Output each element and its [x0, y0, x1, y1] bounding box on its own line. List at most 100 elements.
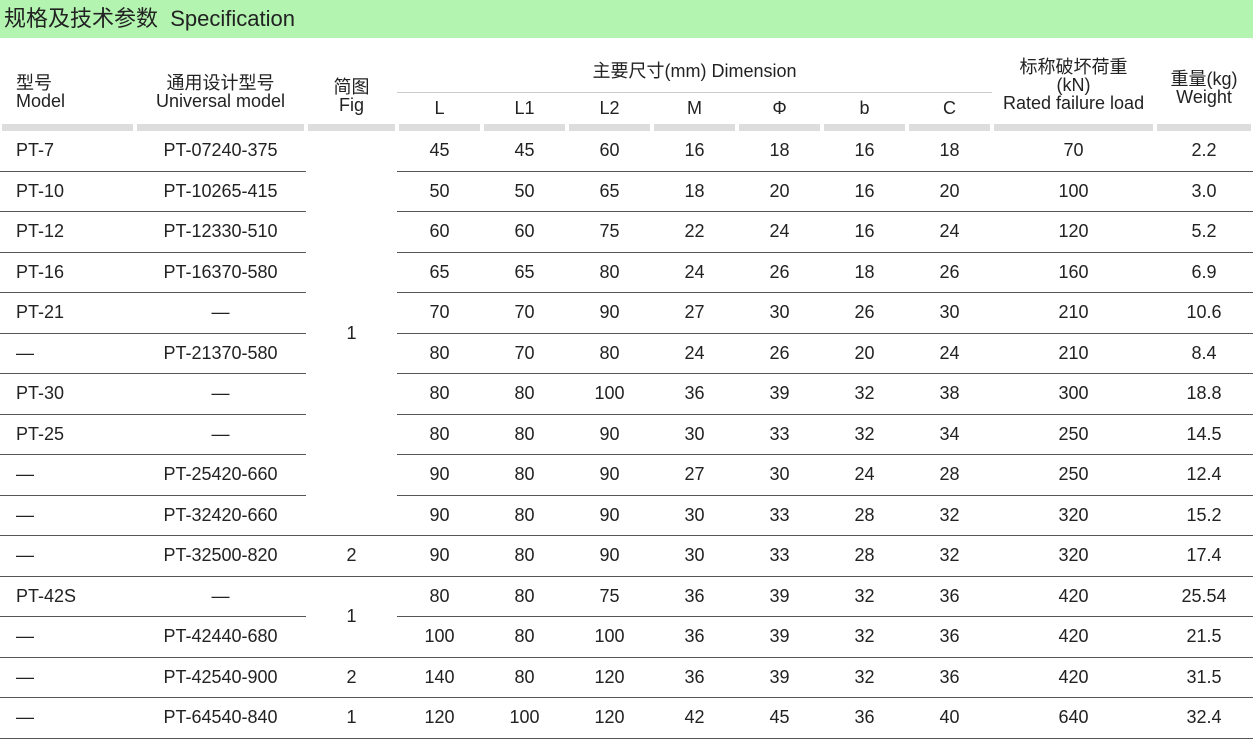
cell-dim-Φ: 45 — [737, 697, 822, 739]
cell-universal: PT-21370-580 — [135, 333, 306, 374]
cell-dim-M: 18 — [652, 171, 737, 212]
cell-weight: 25.54 — [1155, 576, 1253, 617]
cell-universal: PT-42540-900 — [135, 657, 306, 698]
cell-dim-C: 32 — [907, 535, 993, 577]
cell-weight: 31.5 — [1155, 657, 1253, 698]
table-row: — PT-42440-680 100 80 100 36 39 32 36 420 21.5 — [0, 616, 1253, 658]
header-divider — [652, 124, 737, 131]
cell-dim-L1: 80 — [482, 454, 567, 496]
cell-model: — — [0, 616, 135, 658]
cell-dim-L: 50 — [397, 171, 482, 212]
cell-dim-Φ: 30 — [737, 454, 822, 496]
cell-dim-Φ: 30 — [737, 292, 822, 334]
cell-dim-Φ: 26 — [737, 252, 822, 293]
header-model: 型号 Model — [0, 40, 135, 124]
header-weight-cn: 重量(kg) — [1170, 69, 1238, 89]
cell-dim-L: 80 — [397, 373, 482, 415]
cell-dim-b: 32 — [822, 616, 907, 658]
cell-dim-C: 32 — [907, 495, 993, 536]
cell-dim-L1: 80 — [482, 657, 567, 698]
header-weight-en: Weight — [1176, 87, 1232, 107]
header-divider — [306, 124, 397, 131]
cell-weight: 14.5 — [1155, 414, 1253, 455]
cell-dim-L2: 90 — [567, 414, 652, 455]
cell-weight: 6.9 — [1155, 252, 1253, 293]
cell-model: — — [0, 495, 135, 536]
cell-load: 300 — [992, 373, 1156, 415]
section-title: 规格及技术参数 Specification — [0, 0, 1253, 38]
cell-dim-L: 65 — [397, 252, 482, 293]
cell-dim-M: 30 — [652, 535, 737, 577]
cell-weight: 3.0 — [1155, 171, 1253, 212]
cell-dim-C: 20 — [907, 171, 993, 212]
cell-fig: 1 — [306, 576, 397, 658]
cell-dim-Φ: 24 — [737, 211, 822, 253]
cell-load: 100 — [992, 171, 1156, 212]
table-row: PT-21—70 70 90 27 30 26 30 210 10.6 — [0, 292, 1253, 334]
cell-dim-b: 32 — [822, 657, 907, 698]
cell-load: 210 — [992, 333, 1156, 374]
cell-model: PT-12 — [0, 211, 135, 253]
cell-dim-Φ: 33 — [737, 414, 822, 455]
cell-universal: PT-32420-660 — [135, 495, 306, 536]
cell-dim-L: 60 — [397, 211, 482, 253]
cell-dim-M: 27 — [652, 454, 737, 496]
cell-dim-L1: 65 — [482, 252, 567, 293]
cell-dim-Φ: 33 — [737, 495, 822, 536]
cell-dim-b: 16 — [822, 171, 907, 212]
cell-dim-Φ: 39 — [737, 373, 822, 415]
cell-dim-b: 16 — [822, 131, 907, 172]
cell-dim-M: 27 — [652, 292, 737, 334]
cell-dim-Φ: 20 — [737, 171, 822, 212]
cell-dim-M: 24 — [652, 252, 737, 293]
cell-dim-b: 32 — [822, 576, 907, 617]
cell-fig: 2 — [306, 535, 397, 577]
header-fig: 简图 Fig — [306, 40, 397, 124]
table-row: PT-30—80 80 100 36 39 32 38 300 18.8 — [0, 373, 1253, 415]
cell-load: 250 — [992, 454, 1156, 496]
cell-load: 420 — [992, 576, 1156, 617]
cell-universal: — — [135, 576, 306, 617]
table-row: PT-42S —1 80 80 75 36 39 32 36 420 25.54 — [0, 576, 1253, 658]
cell-weight: 10.6 — [1155, 292, 1253, 334]
header-divider — [0, 124, 135, 131]
table-row: PT-7 PT-07240-375 1 45 45 60 16 18 16 18 70 2.2 — [0, 131, 1253, 536]
cell-dim-C: 28 — [907, 454, 993, 496]
header-dim-2: L2 — [599, 97, 620, 118]
cell-dim-Φ: 39 — [737, 616, 822, 658]
cell-dim-L1: 80 — [482, 373, 567, 415]
cell-dim-b: 36 — [822, 697, 907, 739]
cell-model: — — [0, 535, 135, 577]
cell-universal: PT-25420-660 — [135, 454, 306, 496]
cell-dim-C: 18 — [907, 131, 993, 172]
header-dim-0: L — [434, 97, 445, 118]
table-row: PT-16 PT-16370-580 65 65 80 24 26 18 26 160 6.9 — [0, 252, 1253, 293]
header-universal-cn: 通用设计型号 — [166, 73, 275, 93]
header-divider — [135, 124, 306, 131]
table-row: — PT-32420-660 90 80 90 30 33 28 32 320 15.2 — [0, 495, 1253, 536]
cell-load: 210 — [992, 292, 1156, 334]
cell-dim-L: 90 — [397, 495, 482, 536]
cell-dim-L1: 45 — [482, 131, 567, 172]
cell-dim-M: 30 — [652, 495, 737, 536]
cell-dim-L2: 60 — [567, 131, 652, 172]
cell-dim-M: 30 — [652, 414, 737, 455]
cell-dim-b: 32 — [822, 414, 907, 455]
cell-dim-C: 24 — [907, 333, 993, 374]
cell-dim-b: 16 — [822, 211, 907, 253]
cell-dim-L: 80 — [397, 414, 482, 455]
cell-dim-L2: 75 — [567, 576, 652, 617]
cell-weight: 17.4 — [1155, 535, 1253, 577]
cell-dim-L: 80 — [397, 576, 482, 617]
cell-dim-L2: 90 — [567, 535, 652, 577]
cell-dim-L2: 120 — [567, 657, 652, 698]
cell-fig: 1 — [306, 131, 397, 536]
cell-dim-Φ: 26 — [737, 333, 822, 374]
cell-dim-M: 24 — [652, 333, 737, 374]
cell-model: PT-25 — [0, 414, 135, 455]
cell-dim-b: 20 — [822, 333, 907, 374]
cell-dim-L2: 100 — [567, 373, 652, 415]
cell-load: 420 — [992, 657, 1156, 698]
cell-model: — — [0, 454, 135, 496]
cell-dim-C: 34 — [907, 414, 993, 455]
